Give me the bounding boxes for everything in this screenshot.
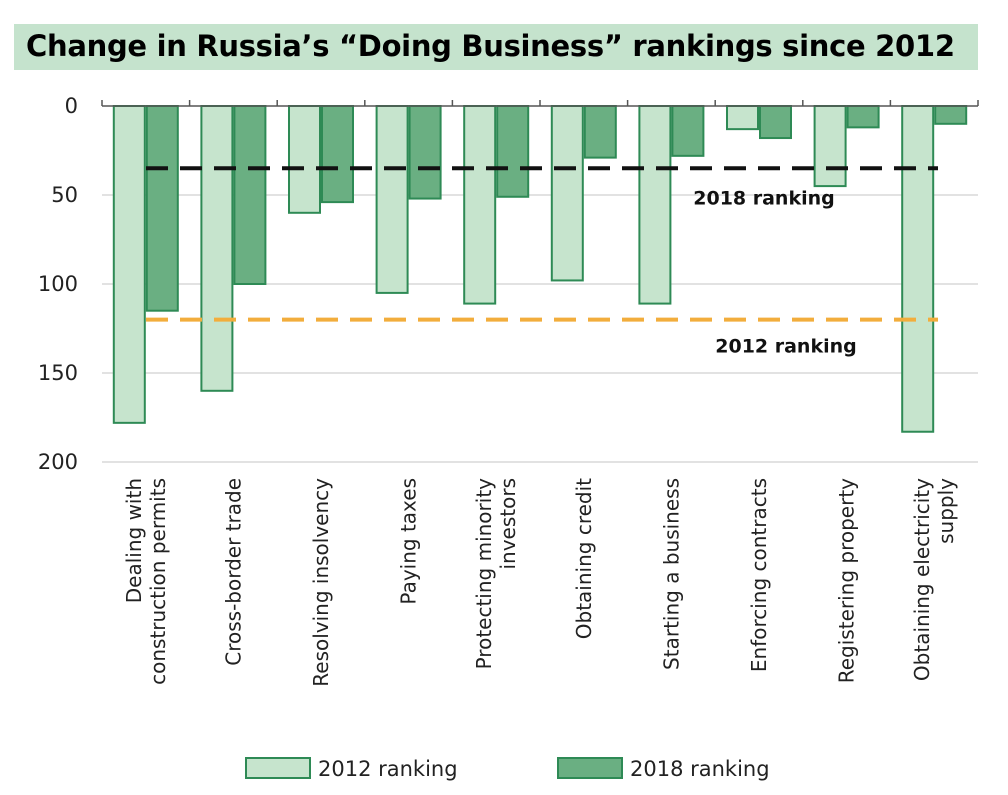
bars-layer [112,105,968,433]
bar-2018-ranking [496,105,530,198]
bar-2012-ranking [813,105,847,188]
bar-2012-ranking [726,105,759,131]
axis-layer: 0 50 100 150 200 [38,94,979,474]
category-labels-layer: Dealing with construction permits Cross-bo… [122,478,958,687]
category-label: Dealing with [122,478,146,603]
category-label: Starting a business [659,478,683,670]
reference-lines-layer: 2018 ranking 2012 ranking [146,166,938,358]
bar-2012-ranking [112,105,146,424]
bar-2018-ranking [846,105,880,129]
legend-label: 2018 ranking [630,757,770,781]
category-label: Cross-border trade [221,478,245,666]
bar-2018-ranking [671,105,705,157]
category-label: investors [496,478,520,570]
category-label: Obtaining credit [572,478,596,639]
y-tick-label: 100 [38,272,78,296]
bar-2012-ranking [638,105,672,305]
category-label: Resolving insolvency [309,478,333,687]
legend: 2012 ranking 2018 ranking [245,757,770,781]
bar-2012-ranking [200,105,234,392]
chart-title-bar: Change in Russia’s “Doing Business” rank… [14,24,978,70]
bar-2018-ranking [759,105,792,140]
bar-2012-ranking [550,105,584,282]
y-tick-label: 150 [38,361,78,385]
bar-2018-ranking [321,105,354,204]
category-label: Enforcing contracts [747,478,771,672]
bar-2018-ranking [408,105,442,200]
category-label: Protecting minority [472,478,496,670]
reference-line-label: 2018 ranking [693,187,835,209]
bar-2012-ranking [288,105,321,214]
y-tick-label: 200 [38,450,78,474]
legend-label: 2012 ranking [318,757,458,781]
y-tick-label: 0 [65,94,78,118]
legend-swatch [557,757,623,779]
bar-2018-ranking [233,105,267,285]
category-label: construction permits [146,478,170,685]
bar-2012-ranking [375,105,409,294]
reference-line-label: 2012 ranking [715,336,857,358]
y-tick-label: 50 [51,183,78,207]
chart-title: Change in Russia’s “Doing Business” rank… [26,29,955,63]
legend-swatch [245,757,311,779]
category-label: Registering property [835,478,859,683]
category-label: Paying taxes [397,478,421,605]
bar-2012-ranking [463,105,497,305]
category-label: supply [934,478,958,544]
bar-2018-ranking [145,105,179,312]
bar-2018-ranking [934,105,968,125]
bar-2012-ranking [901,105,935,433]
category-label: Obtaining electricity [910,478,934,681]
bar-2018-ranking [583,105,617,159]
